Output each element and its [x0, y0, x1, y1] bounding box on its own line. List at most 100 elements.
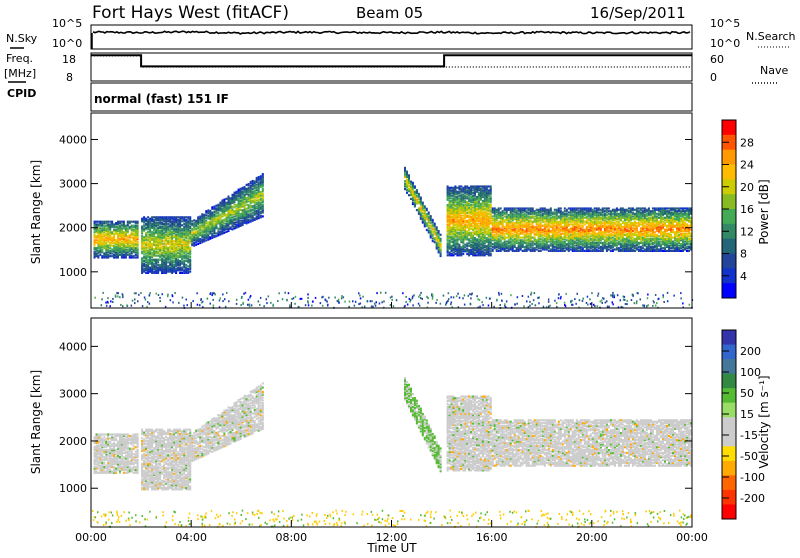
data-cell: [518, 233, 520, 235]
data-cell: [179, 272, 181, 274]
data-cell: [566, 237, 568, 239]
data-cell: [175, 224, 177, 226]
data-cell: [466, 215, 468, 217]
data-cell: [133, 255, 135, 257]
data-cell: [544, 215, 546, 217]
data-cell: [486, 245, 488, 247]
data-cell: [476, 196, 478, 198]
data-cell: [482, 189, 484, 191]
data-cell: [426, 208, 428, 210]
data-cell: [250, 213, 252, 215]
data-cell: [234, 192, 236, 194]
nave-series-line: [91, 56, 692, 67]
data-cell: [464, 224, 466, 226]
data-cell: [422, 202, 424, 204]
data-cell: [234, 210, 236, 212]
data-cell: [602, 242, 604, 244]
data-cell: [490, 248, 492, 250]
data-cell: [418, 193, 420, 195]
data-cell: [183, 223, 185, 225]
data-cell: [586, 226, 588, 228]
data-cell: [451, 189, 453, 191]
data-cell: [526, 242, 528, 244]
data-cell: [238, 189, 240, 191]
data-cell: [510, 225, 512, 227]
data-cell: [502, 217, 504, 219]
data-cell: [478, 225, 480, 227]
data-cell: [432, 233, 434, 235]
data-cell: [462, 204, 464, 206]
data-cell: [582, 235, 584, 237]
data-cell: [256, 210, 258, 212]
data-cell: [578, 207, 580, 209]
data-cell: [610, 241, 612, 243]
data-cell: [129, 234, 131, 236]
data-cell: [165, 233, 167, 235]
data-cell: [215, 218, 217, 220]
data-cell: [155, 259, 157, 261]
data-cell: [133, 221, 135, 223]
data-cell: [159, 216, 161, 218]
data-cell: [520, 239, 522, 241]
data-cell: [566, 209, 568, 211]
data-cell: [131, 237, 133, 239]
data-cell: [153, 263, 155, 265]
data-cell: [189, 256, 191, 258]
data-cell: [410, 181, 412, 183]
data-cell: [193, 219, 195, 221]
data-cell: [449, 252, 451, 254]
data-cell: [107, 254, 109, 256]
data-cell: [193, 222, 195, 224]
data-cell: [111, 231, 113, 233]
data-cell: [512, 229, 514, 231]
data-cell: [466, 185, 468, 187]
data-cell: [410, 198, 412, 200]
data-cell: [246, 188, 248, 190]
data-cell: [594, 227, 596, 229]
data-cell: [430, 230, 432, 232]
data-cell: [161, 216, 163, 218]
data-cell: [590, 242, 592, 244]
data-cell: [103, 225, 105, 227]
data-cell: [502, 210, 504, 212]
data-cell: [145, 223, 147, 225]
data-cell: [250, 209, 252, 211]
data-cell: [522, 214, 524, 216]
data-cell: [451, 187, 453, 189]
data-cell: [506, 207, 508, 209]
data-cell: [453, 187, 455, 189]
data-cell: [490, 204, 492, 206]
data-cell: [582, 225, 584, 227]
data-cell: [500, 207, 502, 209]
data-cell: [542, 225, 544, 227]
data-cell: [538, 223, 540, 225]
data-cell: [199, 216, 201, 218]
data-cell: [430, 224, 432, 226]
data-cell: [560, 210, 562, 212]
data-cell: [240, 222, 242, 224]
data-cell: [406, 192, 408, 194]
data-cell: [606, 225, 608, 227]
data-cell: [123, 231, 125, 233]
data-cell: [500, 211, 502, 213]
data-cell: [256, 184, 258, 186]
data-cell: [209, 210, 211, 212]
data-cell: [161, 226, 163, 228]
data-cell: [201, 229, 203, 231]
data-cell: [169, 224, 171, 226]
data-cell: [554, 211, 556, 213]
data-cell: [540, 241, 542, 243]
data-cell: [534, 237, 536, 239]
data-cell: [167, 265, 169, 267]
data-cell: [167, 237, 169, 239]
data-cell: [466, 253, 468, 255]
freq-panel: 18 8 60 0: [62, 53, 724, 84]
data-cell: [468, 238, 470, 240]
data-cell: [191, 228, 193, 230]
data-cell: [554, 241, 556, 243]
data-cell: [484, 249, 486, 251]
data-cell: [484, 245, 486, 247]
data-cell: [131, 247, 133, 249]
data-cell: [490, 209, 492, 211]
data-cell: [460, 215, 462, 217]
